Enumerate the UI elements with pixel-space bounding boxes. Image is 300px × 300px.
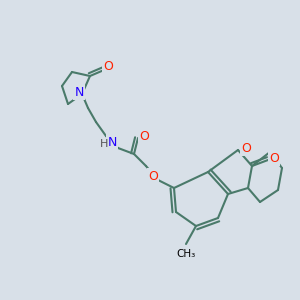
Text: O: O [269,152,279,164]
Text: O: O [148,169,158,182]
Text: N: N [107,136,117,148]
Text: N: N [74,85,84,98]
Text: O: O [103,59,113,73]
Text: O: O [241,142,251,154]
Text: CH₃: CH₃ [176,249,196,259]
Text: H: H [100,139,108,149]
Text: O: O [139,130,149,142]
